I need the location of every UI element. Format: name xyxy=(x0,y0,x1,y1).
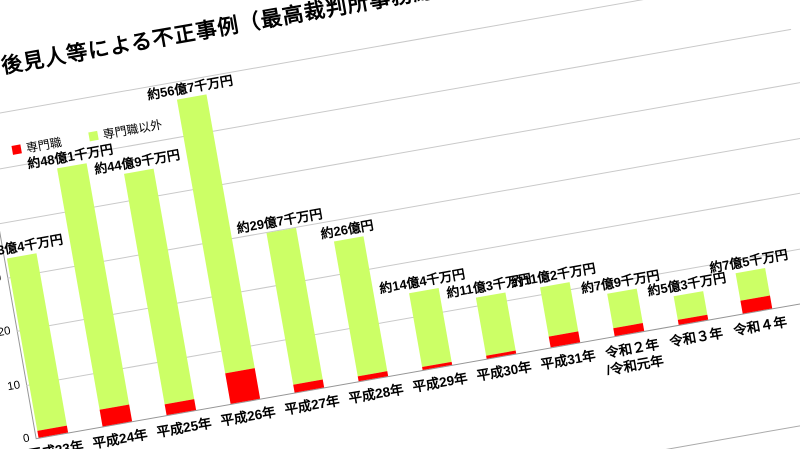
bar-professional-segment xyxy=(225,368,261,404)
x-axis-label: 令和４年 xyxy=(711,310,800,343)
bar-nonprofessional-segment xyxy=(475,292,516,356)
bar-nonprofessional-segment xyxy=(57,163,130,410)
y-tick-label: 20 xyxy=(0,325,12,340)
bar-nonprofessional-segment xyxy=(6,253,67,431)
bar-nonprofessional-segment xyxy=(124,168,195,405)
bar-nonprofessional-segment xyxy=(266,227,323,385)
x-axis-label-line: 令和４年 xyxy=(732,314,789,339)
bar-nonprofessional-segment xyxy=(333,236,388,376)
y-tick-label: 10 xyxy=(6,378,22,393)
y-tick-label: 30 xyxy=(0,271,3,286)
bar-professional-segment xyxy=(99,404,133,427)
